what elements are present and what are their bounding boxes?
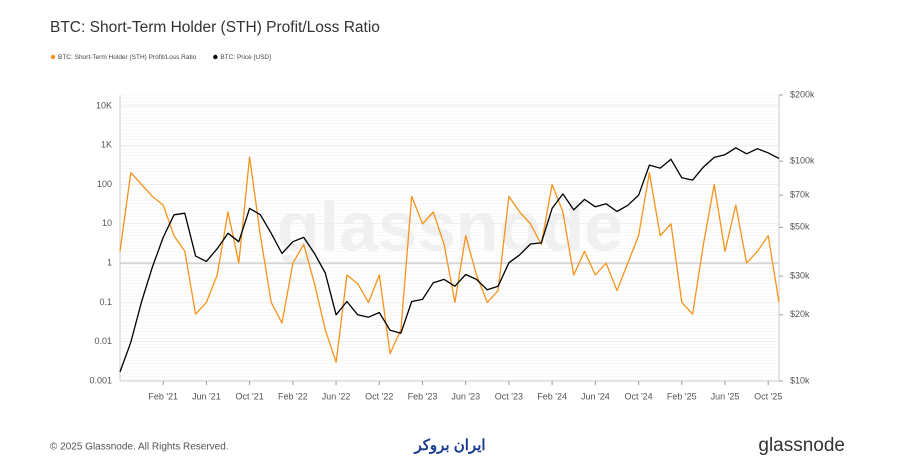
y2-tick-label: $200k bbox=[790, 89, 815, 99]
series-line bbox=[119, 156, 780, 363]
y-tick-label: 100 bbox=[97, 179, 112, 189]
y2-tick-label: $70k bbox=[790, 190, 810, 200]
series-line bbox=[119, 147, 780, 373]
x-tick-label: Jun '25 bbox=[711, 391, 740, 401]
x-tick-label: Oct '24 bbox=[624, 391, 652, 401]
x-tick-label: Feb '22 bbox=[278, 391, 308, 401]
y-tick-label: 0.1 bbox=[99, 297, 112, 307]
y2-tick-label: $20k bbox=[790, 309, 810, 319]
legend-swatch bbox=[213, 54, 218, 60]
x-tick-label: Feb '21 bbox=[148, 391, 178, 401]
y2-tick-label: $30k bbox=[790, 270, 810, 280]
y-tick-label: 10 bbox=[102, 218, 112, 228]
brand-logo: glassnode bbox=[758, 435, 845, 456]
legend-swatch bbox=[50, 54, 56, 60]
legend-entry: BTC: Short-Term Holder (STH) Profit/Loss… bbox=[58, 54, 197, 61]
chart-title: BTC: Short-Term Holder (STH) Profit/Loss… bbox=[50, 19, 380, 36]
y-tick-label: 10K bbox=[96, 100, 112, 110]
x-tick-label: Feb '24 bbox=[537, 391, 567, 401]
y-tick-label: 1 bbox=[107, 257, 112, 267]
x-tick-label: Oct '21 bbox=[236, 391, 264, 401]
legend-entry: BTC: Price [USD] bbox=[220, 54, 271, 61]
sponsor-logo: ایران بروکر bbox=[413, 437, 485, 454]
x-tick-label: Jun '21 bbox=[192, 391, 221, 401]
x-tick-label: Jun '23 bbox=[451, 391, 480, 401]
y2-tick-label: $10k bbox=[790, 375, 810, 385]
x-tick-label: Feb '25 bbox=[667, 391, 697, 401]
y2-tick-label: $100k bbox=[790, 156, 815, 166]
x-tick-label: Oct '25 bbox=[754, 391, 782, 401]
x-tick-label: Feb '23 bbox=[408, 391, 438, 401]
y-tick-label: 0.001 bbox=[89, 375, 112, 385]
footer: © 2025 Glassnode. All Rights Reserved. bbox=[50, 442, 229, 453]
y2-tick-label: $50k bbox=[790, 222, 810, 232]
y-tick-label: 0.01 bbox=[94, 336, 112, 346]
x-tick-label: Oct '22 bbox=[365, 391, 393, 401]
y-tick-label: 1K bbox=[101, 140, 112, 150]
x-tick-label: Oct '23 bbox=[495, 391, 523, 401]
x-tick-label: Jun '22 bbox=[322, 391, 351, 401]
x-tick-label: Jun '24 bbox=[581, 391, 610, 401]
